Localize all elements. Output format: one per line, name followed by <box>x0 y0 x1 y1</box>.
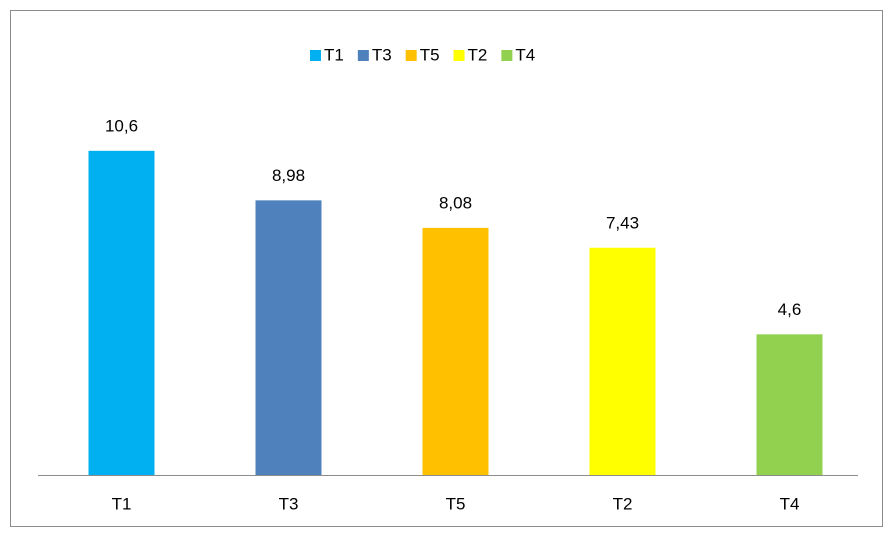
x-tick-label: T5 <box>446 494 466 513</box>
bar <box>589 247 656 475</box>
value-label: 8,98 <box>272 166 305 185</box>
value-label: 4,6 <box>778 300 802 319</box>
legend-swatch <box>357 50 369 61</box>
x-tick-label: T2 <box>613 494 633 513</box>
legend-label: T2 <box>468 45 488 64</box>
legend-label: T3 <box>372 45 392 64</box>
legend-swatch <box>310 50 321 61</box>
x-tick-label: T4 <box>780 494 800 513</box>
bar <box>422 227 489 475</box>
bar <box>88 150 155 476</box>
legend-swatch <box>501 50 513 61</box>
value-label: 8,08 <box>439 193 472 212</box>
bar <box>255 200 322 475</box>
legend-label: T5 <box>420 45 440 64</box>
legend-label: T4 <box>515 45 535 64</box>
value-label: 7,43 <box>606 213 639 232</box>
value-label: 10,6 <box>105 116 138 135</box>
legend-swatch <box>453 50 465 61</box>
x-tick-label: T3 <box>279 494 299 513</box>
legend-swatch <box>405 50 417 61</box>
bar <box>756 334 823 475</box>
legend-label: T1 <box>324 45 344 64</box>
x-tick-label: T1 <box>112 494 132 513</box>
